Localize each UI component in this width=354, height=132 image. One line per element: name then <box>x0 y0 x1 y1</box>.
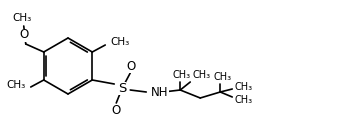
Text: CH₃: CH₃ <box>192 70 210 80</box>
Text: O: O <box>127 60 136 72</box>
Text: CH₃: CH₃ <box>234 95 252 105</box>
Text: CH₃: CH₃ <box>110 37 130 47</box>
Text: S: S <box>118 81 126 95</box>
Text: CH₃: CH₃ <box>213 72 231 82</box>
Text: CH₃: CH₃ <box>12 13 32 23</box>
Text: O: O <box>19 29 28 41</box>
Text: CH₃: CH₃ <box>172 70 190 80</box>
Text: NH: NH <box>151 86 169 98</box>
Text: O: O <box>112 103 121 117</box>
Text: CH₃: CH₃ <box>234 82 252 92</box>
Text: CH₃: CH₃ <box>6 80 26 90</box>
